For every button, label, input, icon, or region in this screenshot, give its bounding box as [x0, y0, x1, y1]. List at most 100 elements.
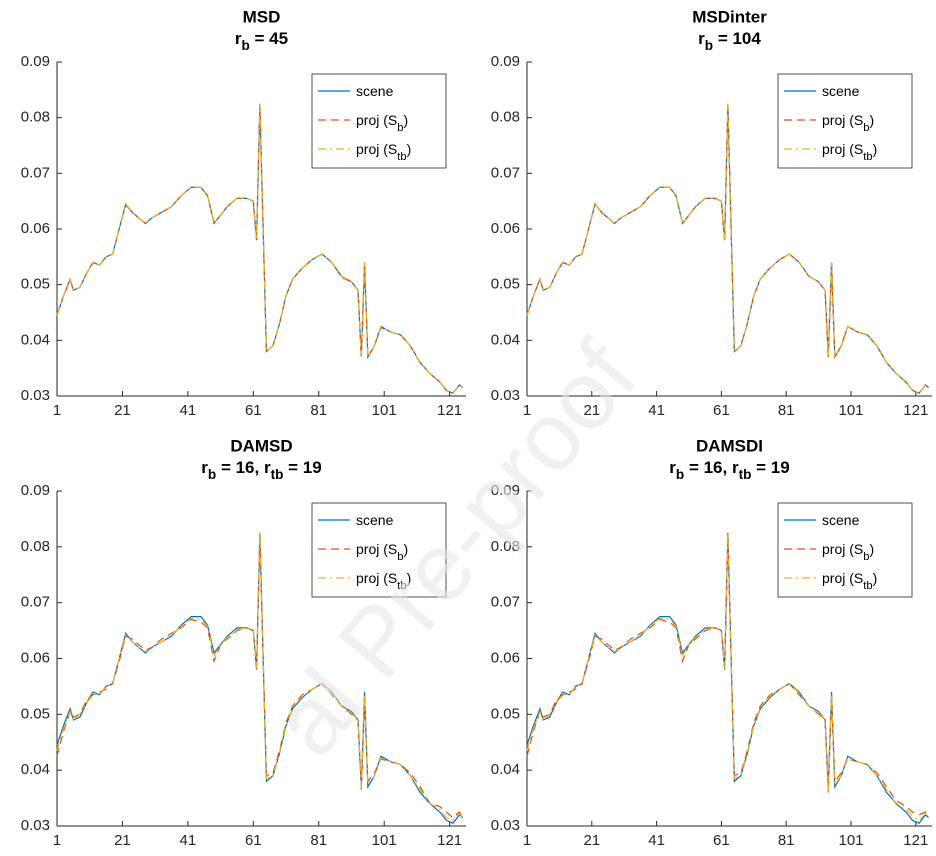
text-part: scene — [356, 512, 394, 528]
y-tick-label: 0.05 — [21, 276, 50, 293]
text-part: proj (S — [822, 541, 863, 557]
chart-title: DAMSDI — [696, 436, 763, 455]
text-part: proj (S — [822, 112, 863, 128]
x-tick-label: 81 — [778, 832, 795, 849]
x-tick-label: 1 — [53, 832, 61, 849]
subscript: b — [863, 551, 869, 563]
chart-title: MSD — [243, 7, 281, 26]
y-tick-label: 0.03 — [491, 817, 520, 834]
x-tick-label: 21 — [114, 832, 131, 849]
series-line — [526, 105, 930, 394]
text-part: = 19 — [751, 458, 789, 477]
subscript: b — [397, 551, 403, 563]
x-tick-label: 21 — [583, 832, 600, 849]
text-part: ) — [873, 141, 878, 157]
y-tick-label: 0.05 — [491, 705, 520, 722]
y-tick-label: 0.06 — [491, 220, 520, 237]
x-tick-label: 121 — [437, 402, 462, 419]
legend-label: proj (Sb) — [356, 112, 408, 134]
x-tick-label: 41 — [648, 402, 665, 419]
legend-label: proj (Sb) — [356, 541, 408, 563]
subscript: b — [397, 122, 403, 134]
x-tick-label: 61 — [713, 402, 730, 419]
y-tick-label: 0.08 — [21, 109, 50, 126]
chart-subtitle: rb = 16, rtb = 19 — [201, 458, 321, 482]
x-tick-label: 81 — [310, 402, 327, 419]
chart-subtitle: rb = 104 — [698, 29, 761, 53]
subscript: tb — [397, 580, 406, 592]
text-part: r — [698, 29, 705, 48]
legend-label: proj (Sb) — [822, 541, 874, 563]
legend-label: scene — [822, 512, 860, 528]
series-line — [526, 103, 930, 394]
y-tick-label: 0.04 — [491, 761, 520, 778]
subscript: tb — [863, 580, 872, 592]
text-part: ) — [407, 570, 412, 586]
text-part: = 16, r — [216, 458, 271, 477]
text-part: proj (S — [356, 141, 397, 157]
x-tick-label: 41 — [180, 402, 197, 419]
y-tick-label: 0.09 — [21, 53, 50, 70]
y-tick-label: 0.03 — [21, 387, 50, 404]
text-part: = 45 — [250, 29, 288, 48]
y-tick-label: 0.08 — [21, 538, 50, 555]
y-tick-label: 0.03 — [21, 817, 50, 834]
y-tick-label: 0.03 — [491, 387, 520, 404]
x-tick-label: 81 — [778, 402, 795, 419]
series-line — [56, 532, 464, 819]
legend-label: scene — [356, 83, 394, 99]
x-tick-label: 21 — [583, 402, 600, 419]
subscript: tb — [271, 467, 284, 482]
x-tick-label: 1 — [523, 832, 531, 849]
x-tick-label: 1 — [523, 402, 531, 419]
chart-subtitle: rb = 16, rtb = 19 — [669, 458, 789, 482]
chart: MSDinter rb = 104 0.03 0.04 0.05 0.06 0.07 0.08… — [491, 7, 932, 419]
legend-box — [311, 73, 447, 169]
y-tick-label: 0.09 — [491, 53, 520, 70]
y-tick-label: 0.05 — [491, 276, 520, 293]
x-tick-label: 41 — [648, 832, 665, 849]
chart-title: MSDinter — [692, 7, 767, 26]
text-part: proj (S — [822, 141, 863, 157]
y-tick-label: 0.06 — [21, 220, 50, 237]
y-tick-label: 0.07 — [21, 164, 50, 181]
y-tick-label: 0.07 — [21, 594, 50, 611]
subscript: b — [242, 38, 250, 53]
subscript: tb — [397, 151, 406, 163]
text-part: ) — [873, 570, 878, 586]
y-tick-label: 0.06 — [21, 649, 50, 666]
y-tick-label: 0.05 — [21, 705, 50, 722]
text-part: ) — [403, 112, 408, 128]
legend-label: proj (Stb) — [356, 570, 411, 592]
text-part: ) — [407, 141, 412, 157]
text-part: = 16, r — [684, 458, 739, 477]
subscript: b — [676, 467, 684, 482]
subscript: tb — [863, 151, 872, 163]
y-tick-label: 0.08 — [491, 109, 520, 126]
x-tick-label: 101 — [838, 832, 863, 849]
x-tick-label: 61 — [245, 832, 262, 849]
legend-label: scene — [356, 512, 394, 528]
y-tick-label: 0.08 — [491, 538, 520, 555]
x-tick-label: 61 — [713, 832, 730, 849]
y-tick-label: 0.07 — [491, 594, 520, 611]
y-tick-label: 0.07 — [491, 164, 520, 181]
x-tick-label: 1 — [53, 402, 61, 419]
text-part: scene — [822, 83, 860, 99]
text-part: ) — [869, 541, 874, 557]
chart-subtitle: rb = 45 — [235, 29, 288, 53]
subscript: b — [863, 122, 869, 134]
chart-title: DAMSD — [230, 436, 292, 455]
series-line — [56, 103, 464, 394]
x-tick-label: 41 — [180, 832, 197, 849]
text-part: ) — [869, 112, 874, 128]
x-tick-label: 21 — [114, 402, 131, 419]
x-tick-label: 81 — [310, 832, 327, 849]
y-tick-label: 0.04 — [491, 331, 520, 348]
text-part: scene — [822, 512, 860, 528]
text-part: proj (S — [356, 541, 397, 557]
legend-label: proj (Sb) — [822, 112, 874, 134]
